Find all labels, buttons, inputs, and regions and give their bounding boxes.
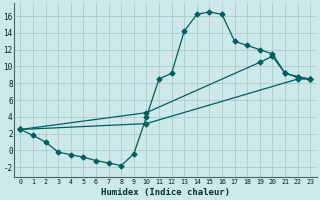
X-axis label: Humidex (Indice chaleur): Humidex (Indice chaleur) <box>101 188 230 197</box>
